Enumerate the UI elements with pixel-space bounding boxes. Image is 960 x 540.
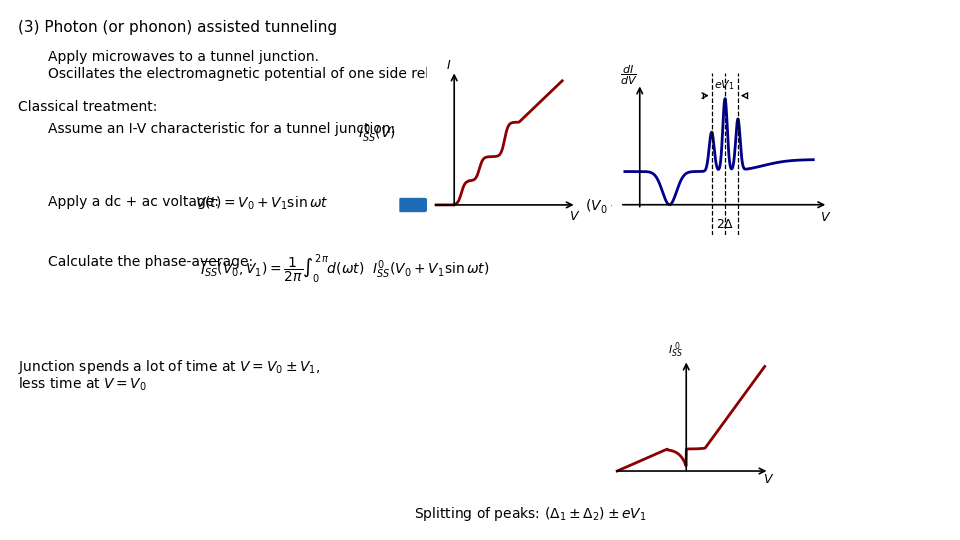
Text: (3) Photon (or phonon) assisted tunneling: (3) Photon (or phonon) assisted tunnelin… bbox=[18, 20, 337, 35]
Text: $I$: $I$ bbox=[446, 59, 451, 72]
Text: Assume an I-V characteristic for a tunnel junction:: Assume an I-V characteristic for a tunne… bbox=[48, 122, 396, 136]
FancyArrow shape bbox=[400, 199, 435, 212]
Text: less time at $V = V_0$: less time at $V = V_0$ bbox=[18, 376, 147, 394]
Text: Apply a dc + ac voltage:: Apply a dc + ac voltage: bbox=[48, 195, 219, 209]
Text: $V$: $V$ bbox=[820, 211, 831, 224]
Text: Junction spends a lot of time at $V = V_0 \pm V_1$,: Junction spends a lot of time at $V = V_… bbox=[18, 358, 321, 376]
Text: $eV_1$: $eV_1$ bbox=[714, 78, 735, 92]
Text: $I_{SS}^{0}(V)$: $I_{SS}^{0}(V)$ bbox=[358, 122, 396, 145]
Text: $\overline{I_{SS}}(V_0, V_1) = \dfrac{1}{2\pi}\int_0^{2\pi} d(\omega t)\ \ I_{SS: $\overline{I_{SS}}(V_0, V_1) = \dfrac{1}… bbox=[200, 252, 490, 285]
Text: $V$: $V$ bbox=[569, 210, 581, 223]
Text: Oscillates the electromagnetic potential of one side relative to other.: Oscillates the electromagnetic potential… bbox=[48, 67, 527, 81]
Text: Splitting of peaks: $(\Delta_1 \pm \Delta_2) \pm eV_1$: Splitting of peaks: $(\Delta_1 \pm \Delt… bbox=[414, 505, 646, 523]
Text: $I_{SS}(t) = I_{SS}^{0}(V(t)) = I_{SS}^{0}(V_0 + V_1 \sin \omega t)$: $I_{SS}(t) = I_{SS}^{0}(V(t)) = I_{SS}^{… bbox=[448, 195, 685, 218]
Text: Calculate the phase-average:: Calculate the phase-average: bbox=[48, 255, 253, 269]
Text: Apply microwaves to a tunnel junction.: Apply microwaves to a tunnel junction. bbox=[48, 50, 319, 64]
Text: $\dfrac{dI}{dV}$: $\dfrac{dI}{dV}$ bbox=[620, 63, 637, 86]
Text: $2\Delta$: $2\Delta$ bbox=[715, 218, 734, 231]
Text: $I_{SS}^{\ 0}$: $I_{SS}^{\ 0}$ bbox=[668, 340, 684, 360]
Text: Classical treatment:: Classical treatment: bbox=[18, 100, 157, 114]
Text: $V$: $V$ bbox=[763, 473, 774, 486]
Text: $V(t) = V_0 + V_1 \sin \omega t$: $V(t) = V_0 + V_1 \sin \omega t$ bbox=[195, 195, 328, 212]
